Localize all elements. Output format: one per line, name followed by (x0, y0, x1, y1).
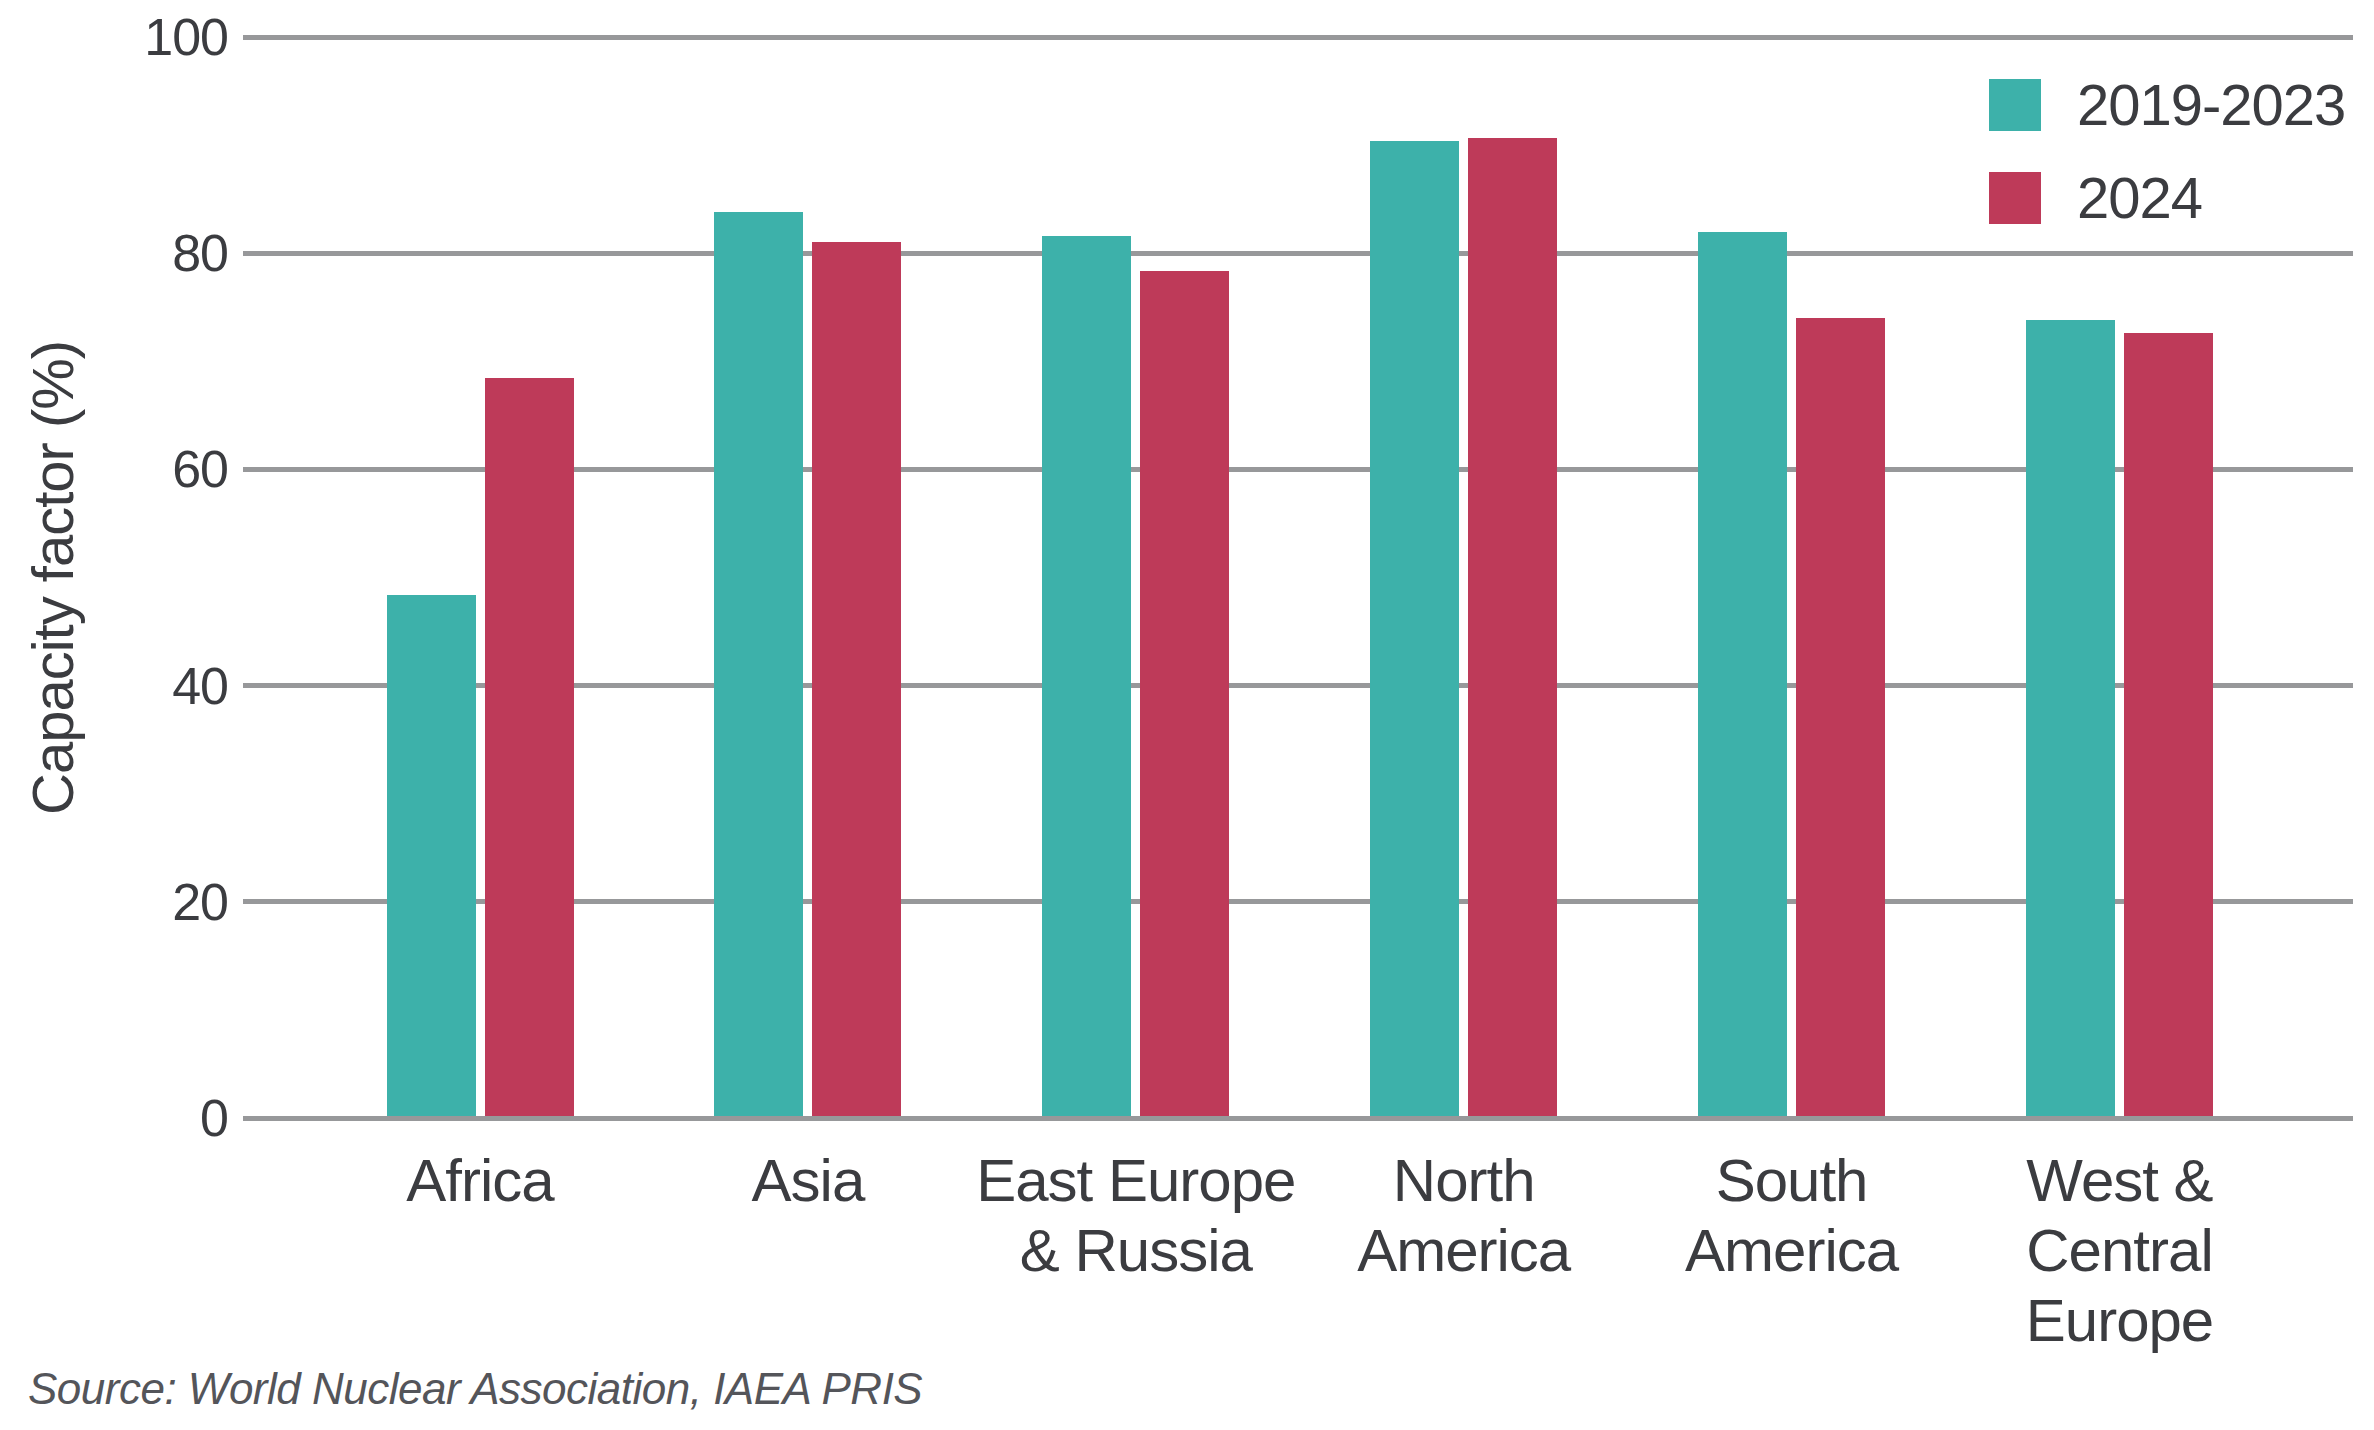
y-tick-label: 80 (172, 227, 228, 279)
y-tick-label: 0 (200, 1092, 228, 1144)
bar-2024 (1140, 271, 1229, 1119)
legend: 2019-2023 2024 (1989, 76, 2345, 227)
y-tick-label: 60 (172, 443, 228, 495)
bar-2024 (1468, 138, 1557, 1118)
legend-item: 2024 (1989, 169, 2345, 227)
legend-label: 2019-2023 (2077, 76, 2345, 134)
bar-2019-2023 (1042, 236, 1131, 1118)
x-axis-category-label: East Europe & Russia (976, 1146, 1295, 1286)
bar-2019-2023 (1698, 232, 1787, 1118)
bar-2024 (812, 242, 901, 1118)
x-axis-category-label: Africa (406, 1146, 553, 1216)
x-axis-category-label: South America (1685, 1146, 1898, 1286)
bar-2024 (1796, 318, 1885, 1118)
bar-2019-2023 (714, 212, 803, 1118)
gridline (243, 35, 2353, 40)
bar-chart: Capacity factor (%) 020406080100 AfricaA… (0, 0, 2374, 1430)
legend-label: 2024 (2077, 169, 2202, 227)
y-tick-label: 100 (144, 11, 228, 63)
x-axis-category-label: West & Central Europe (2026, 1146, 2213, 1356)
gridline (243, 1116, 2353, 1121)
bar-2019-2023 (2026, 320, 2115, 1118)
bar-2024 (485, 378, 574, 1118)
legend-swatch (1989, 79, 2041, 131)
x-axis-labels: Africa Asia East Europe & Russia North Amer… (243, 1146, 2353, 1396)
x-axis-category-label: Asia (752, 1146, 865, 1216)
bar-2024 (2124, 333, 2213, 1118)
legend-item: 2019-2023 (1989, 76, 2345, 134)
y-tick-label: 40 (172, 660, 228, 712)
y-tick-label: 20 (172, 876, 228, 928)
y-axis-ticks: 020406080100 (0, 37, 228, 1118)
legend-swatch (1989, 172, 2041, 224)
bar-2019-2023 (387, 595, 476, 1118)
gridline (243, 251, 2353, 256)
source-note: Source: World Nuclear Association, IAEA … (28, 1364, 922, 1414)
x-axis-category-label: North America (1357, 1146, 1570, 1286)
bar-2019-2023 (1370, 141, 1459, 1118)
